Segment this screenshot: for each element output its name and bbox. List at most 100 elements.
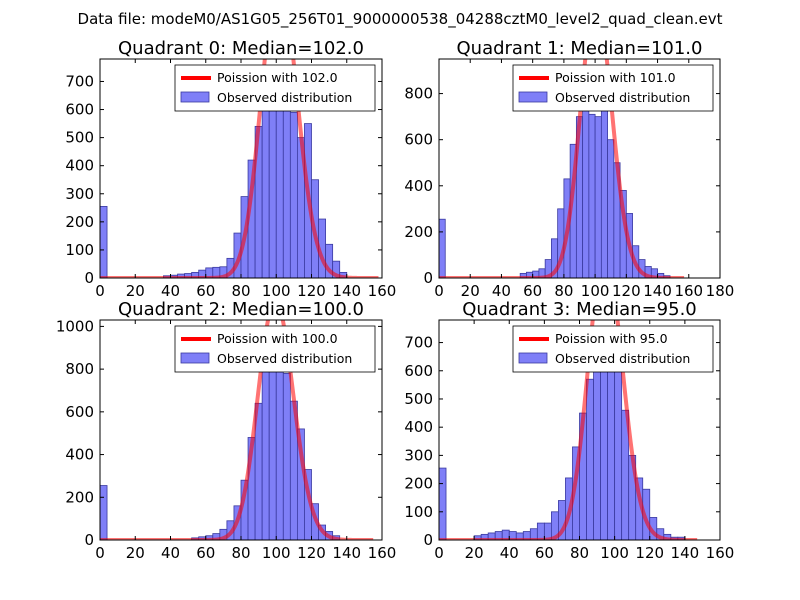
y-tick-label: 100 xyxy=(404,503,433,521)
histogram-bar xyxy=(614,356,623,540)
legend-bar-swatch xyxy=(518,91,548,103)
y-tick-label: 600 xyxy=(404,362,433,380)
x-tick-label: 100 xyxy=(262,544,291,562)
legend-box xyxy=(512,64,714,112)
x-tick-label: 140 xyxy=(671,544,700,562)
legend-label-poisson: Poission with 100.0 xyxy=(217,331,338,346)
legend-label-poisson: Poission with 95.0 xyxy=(555,331,668,346)
legend-label-poisson: Poission with 102.0 xyxy=(217,70,338,85)
histogram-bar xyxy=(282,372,291,540)
panel-title: Quadrant 1: Median=101.0 xyxy=(457,38,703,59)
panel-quadrant-0: Quadrant 0: Median=102.0 0 20 40 60 80 100 120 1… xyxy=(65,38,397,300)
x-tick-label: 140 xyxy=(643,282,672,300)
poisson-curve xyxy=(100,320,375,540)
panel-title: Quadrant 3: Median=95.0 xyxy=(462,299,697,320)
x-tick-label: 0 xyxy=(95,544,105,562)
y-tick-label: 800 xyxy=(65,360,94,378)
histogram-bar xyxy=(594,116,602,278)
y-tick-label: 1000 xyxy=(56,317,94,335)
poisson-curve xyxy=(439,320,699,540)
histogram-bar xyxy=(100,206,108,278)
y-tick-label: 600 xyxy=(65,403,94,421)
x-tick-label: 20 xyxy=(126,282,145,300)
y-tick-label: 800 xyxy=(404,85,433,103)
x-tick-label: 60 xyxy=(196,282,215,300)
x-tick-label: 140 xyxy=(332,282,361,300)
y-tick-label: 600 xyxy=(404,131,433,149)
panel-quadrant-2: Quadrant 2: Median=100.0 0 20 40 60 80 100 120 1… xyxy=(56,299,397,562)
x-tick-label: 20 xyxy=(465,544,484,562)
x-tick-label: 160 xyxy=(706,544,735,562)
y-tick-label: 200 xyxy=(404,475,433,493)
x-tick-label: 100 xyxy=(262,282,291,300)
x-tick-label: 160 xyxy=(368,282,397,300)
x-tick-label: 100 xyxy=(600,544,629,562)
x-tick-label: 160 xyxy=(368,544,397,562)
x-tick-label: 40 xyxy=(500,544,519,562)
x-tick-label: 120 xyxy=(612,282,641,300)
y-tick-label: 0 xyxy=(84,269,94,287)
legend-box xyxy=(174,325,376,373)
y-tick-label: 700 xyxy=(404,334,433,352)
legend: Poission with 95.0 Observed distribution xyxy=(512,325,714,373)
legend: Poission with 100.0 Observed distribution xyxy=(174,325,376,373)
panel-title: Quadrant 0: Median=102.0 xyxy=(118,38,364,59)
legend-label-poisson: Poission with 101.0 xyxy=(555,70,676,85)
legend-label-observed: Observed distribution xyxy=(555,90,690,105)
histogram-bar xyxy=(586,378,594,540)
y-tick-label: 0 xyxy=(423,269,433,287)
axes-frame xyxy=(438,58,721,279)
histogram-bar xyxy=(439,218,446,278)
x-tick-label: 60 xyxy=(535,544,554,562)
legend-label-observed: Observed distribution xyxy=(217,351,352,366)
panel-quadrant-3: Quadrant 3: Median=95.0 0 20 40 60 80 100 120 14… xyxy=(404,299,735,562)
x-tick-label: 80 xyxy=(231,282,250,300)
histogram-bar xyxy=(282,97,291,278)
legend: Poission with 101.0 Observed distribution xyxy=(512,64,714,112)
y-tick-label: 700 xyxy=(65,72,94,90)
histogram-bar xyxy=(607,139,615,278)
x-tick-label: 40 xyxy=(161,282,180,300)
x-tick-label: 100 xyxy=(581,282,610,300)
x-tick-label: 20 xyxy=(461,282,480,300)
x-tick-label: 0 xyxy=(434,544,444,562)
y-tick-label: 400 xyxy=(404,418,433,436)
legend-label-observed: Observed distribution xyxy=(217,90,352,105)
histogram-bar xyxy=(289,111,298,278)
histogram-bar xyxy=(588,113,596,278)
x-tick-label: 40 xyxy=(161,544,180,562)
y-tick-label: 300 xyxy=(65,185,94,203)
histogram-bar xyxy=(261,368,270,540)
histogram-bar xyxy=(100,485,108,540)
legend-bar-swatch xyxy=(180,352,210,364)
histogram-bar xyxy=(439,467,447,540)
x-tick-label: 80 xyxy=(570,544,589,562)
x-tick-label: 0 xyxy=(95,282,105,300)
x-tick-label: 160 xyxy=(674,282,703,300)
legend-box xyxy=(174,64,376,112)
x-tick-label: 120 xyxy=(297,282,326,300)
plot-area xyxy=(100,320,375,540)
histogram-bar xyxy=(275,347,284,540)
figure-suptitle: Data file: modeM0/AS1G05_256T01_90000005… xyxy=(78,10,723,29)
x-tick-label: 180 xyxy=(706,282,735,300)
y-tick-label: 200 xyxy=(65,213,94,231)
y-tick-label: 100 xyxy=(65,241,94,259)
histogram-bar xyxy=(536,522,545,540)
x-tick-label: 120 xyxy=(297,544,326,562)
y-tick-label: 500 xyxy=(65,129,94,147)
y-tick-label: 200 xyxy=(404,223,433,241)
x-tick-label: 80 xyxy=(231,544,250,562)
legend: Poission with 102.0 Observed distribution xyxy=(174,64,376,112)
x-tick-label: 60 xyxy=(196,544,215,562)
poisson-curve xyxy=(100,59,380,278)
y-tick-label: 400 xyxy=(404,177,433,195)
histogram-bar xyxy=(261,95,270,278)
y-tick-label: 300 xyxy=(404,446,433,464)
legend-label-observed: Observed distribution xyxy=(555,351,690,366)
y-tick-label: 0 xyxy=(84,531,94,549)
x-tick-label: 80 xyxy=(554,282,573,300)
x-tick-label: 140 xyxy=(332,544,361,562)
histogram-bar xyxy=(582,97,590,278)
